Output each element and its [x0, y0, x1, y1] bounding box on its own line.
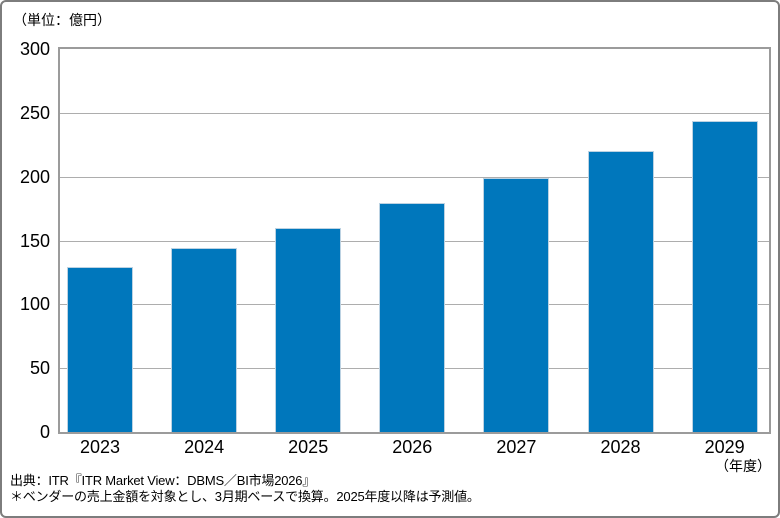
bar-2028 [587, 151, 654, 432]
y-tick-label-0: 0 [39, 422, 50, 442]
y-axis-unit-label: （単位：億円） [13, 12, 111, 28]
gridline-200 [60, 176, 769, 178]
bar-2029 [691, 120, 758, 432]
y-tick-label-50: 50 [29, 358, 50, 379]
x-tick-label-2028: 2028 [600, 437, 641, 457]
x-tick-label-2023: 2023 [79, 437, 121, 457]
bar-2023 [67, 267, 133, 432]
y-tick-label-150: 150 [19, 230, 50, 251]
plot-area [58, 47, 771, 434]
x-tick-label-2026: 2026 [392, 437, 433, 457]
bar-2024 [171, 248, 238, 432]
x-tick-label-2024: 2024 [184, 437, 225, 457]
bar-2027 [483, 177, 550, 432]
source-line: 出典：ITR『ITR Market View：DBMS／BI市場2026』 [10, 473, 316, 488]
y-tick-label-300: 300 [19, 39, 50, 59]
x-tick-label-2029: 2029 [704, 437, 745, 457]
bar-2026 [379, 203, 446, 432]
bar-2025 [275, 227, 342, 432]
x-tick-label-2027: 2027 [496, 437, 537, 457]
y-tick-label-100: 100 [19, 294, 50, 315]
x-axis-unit-label: （年度） [715, 458, 771, 474]
y-tick-label-250: 250 [19, 102, 50, 123]
gridline-250 [60, 112, 769, 114]
note-line: ＊ベンダーの売上金額を対象とし、3月期ベースで換算。2025年度以降は予測値。 [10, 489, 480, 504]
footnote: 出典：ITR『ITR Market View：DBMS／BI市場2026』 ＊ベ… [10, 473, 480, 505]
y-tick-label-200: 200 [19, 166, 50, 187]
x-tick-label-2025: 2025 [288, 437, 329, 457]
